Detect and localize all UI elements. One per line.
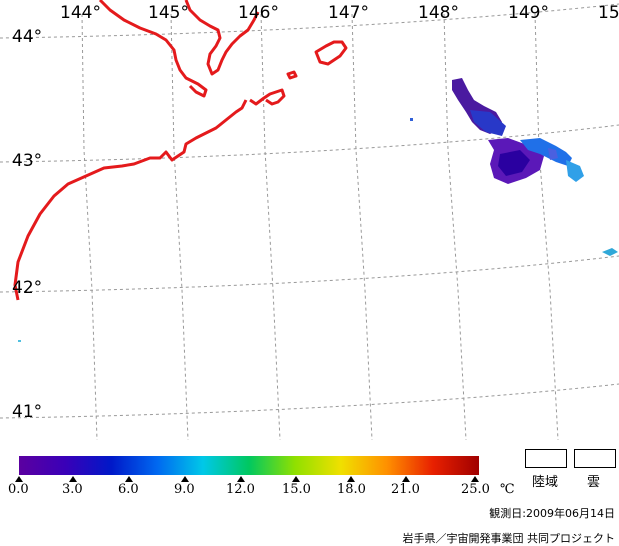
cloud-legend-label: 雲 [587, 475, 601, 490]
colorbar-tick [237, 476, 245, 482]
credit-text: 岩手県／宇宙開発事業団 共同プロジェクト [402, 532, 616, 545]
colorbar-tick [471, 476, 479, 482]
colorbar-tick [402, 476, 410, 482]
colorbar-label: 25.0 [461, 482, 490, 497]
colorbar-label: 21.0 [391, 482, 420, 497]
land-legend-swatch [525, 449, 567, 468]
colorbar-tick [347, 476, 355, 482]
colorbar-label: 15.0 [282, 482, 311, 497]
colorbar-label: 6.0 [118, 482, 139, 497]
latitude-gridlines [0, 3, 619, 419]
lat-label-44: 44° [12, 27, 43, 47]
colorbar-label: 18.0 [337, 482, 366, 497]
cloud-legend-swatch [574, 449, 616, 468]
colorbar-tick [292, 476, 300, 482]
lat-label-41: 41° [12, 402, 43, 422]
colorbar-label: 9.0 [174, 482, 195, 497]
lat-label-42: 42° [12, 278, 43, 298]
lon-label-149: 149° [508, 3, 549, 23]
lon-label-145: 145° [148, 3, 189, 23]
sst-map [0, 0, 619, 440]
colorbar-tick [125, 476, 133, 482]
lon-label-147: 147° [328, 3, 369, 23]
lon-label-146: 146° [238, 3, 279, 23]
temperature-colorbar [19, 456, 479, 475]
lon-label-148: 148° [418, 3, 459, 23]
colorbar-tick [181, 476, 189, 482]
lat-label-43: 43° [12, 151, 43, 171]
lon-label-144: 144° [60, 3, 101, 23]
longitude-gridlines [81, 13, 559, 440]
colorbar-label: 12.0 [226, 482, 255, 497]
colorbar-label: 3.0 [62, 482, 83, 497]
land-legend-label: 陸域 [532, 475, 559, 490]
colorbar-tick [69, 476, 77, 482]
lon-label-150: 15 [598, 3, 619, 23]
colorbar-unit: ℃ [500, 482, 515, 497]
sea-surface-temperature-data [18, 78, 618, 342]
coastline [13, 0, 348, 301]
observation-date: 観測日:2009年06月14日 [489, 507, 615, 520]
colorbar-tick [15, 476, 23, 482]
colorbar-label: 0.0 [8, 482, 29, 497]
